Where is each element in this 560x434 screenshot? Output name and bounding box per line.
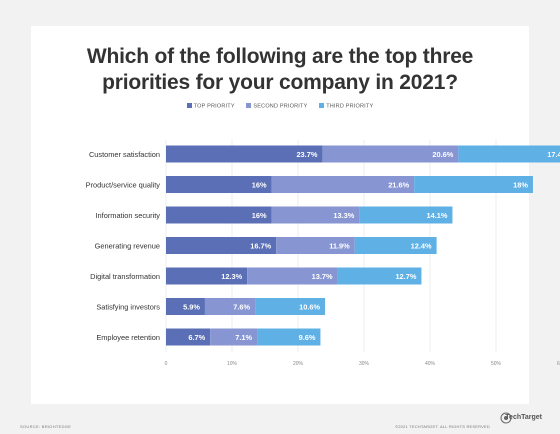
bar-segment xyxy=(337,267,422,285)
bar-segment xyxy=(204,298,256,315)
bar-segment xyxy=(354,237,437,254)
data-label: 9.6% xyxy=(299,333,316,342)
data-label: 17.4% xyxy=(547,150,560,159)
legend-item-top-priority: TOP PRIORITY xyxy=(186,103,235,110)
data-label: 16% xyxy=(252,181,267,190)
data-label: 11.9% xyxy=(329,242,350,251)
data-label: 10.6% xyxy=(299,303,320,312)
techtarget-logo-icon xyxy=(500,412,512,424)
bar-segment xyxy=(271,176,415,193)
bar-segment xyxy=(210,328,258,346)
bar-segment xyxy=(166,237,277,254)
data-label: 7.6% xyxy=(233,303,250,312)
data-label: 20.6% xyxy=(432,150,453,159)
bar-segment xyxy=(166,176,272,193)
data-label: 23.7% xyxy=(296,150,317,159)
data-label: 13.3% xyxy=(333,211,354,220)
bar-segment xyxy=(271,206,360,224)
source-note: SOURCE: BRIGHTEDGE xyxy=(20,424,72,429)
bar-segment xyxy=(247,267,338,285)
data-label: 12.4% xyxy=(411,242,432,251)
bar-segment xyxy=(458,145,560,163)
x-tick-label: 10% xyxy=(227,361,238,367)
data-label: 12.3% xyxy=(221,272,242,281)
category-label: Customer satisfaction xyxy=(89,150,160,159)
data-label: 21.6% xyxy=(388,181,409,190)
bar-segment xyxy=(255,298,326,315)
bar-segment xyxy=(166,145,323,163)
legend-swatch-second-priority xyxy=(246,103,252,108)
data-label: 14.1% xyxy=(426,211,447,220)
bar-segment xyxy=(257,328,321,346)
copyright-note: ©2021 TECHTARGET. ALL RIGHTS RESERVED xyxy=(395,424,490,429)
x-tick-label: 50% xyxy=(491,361,502,367)
data-label: 5.9% xyxy=(183,303,200,312)
category-label: Generating revenue xyxy=(95,242,160,251)
x-tick-label: 40% xyxy=(425,361,436,367)
x-tick-label: 60% xyxy=(557,361,560,367)
chart-title-line-1: Which of the following are the top three xyxy=(86,45,474,68)
category-label: Information security xyxy=(96,211,161,220)
data-label: 7.1% xyxy=(235,333,252,342)
data-label: 6.7% xyxy=(188,333,205,342)
chart-legend: TOP PRIORITY SECOND PRIORITY THIRD PRIOR… xyxy=(0,103,560,110)
bar-segment xyxy=(166,206,272,224)
bar-segment xyxy=(166,328,211,346)
legend-label-top-priority: TOP PRIORITY xyxy=(193,103,235,110)
bar-segment xyxy=(166,267,248,285)
legend-item-third-priority: THIRD PRIORITY xyxy=(319,103,373,110)
chart-title-line-2: priorities for your company in 2021? xyxy=(102,71,458,94)
brand-name: TechTarget xyxy=(505,414,542,421)
data-label: 16.7% xyxy=(250,242,271,251)
data-label: 16% xyxy=(252,211,267,220)
data-label: 18% xyxy=(513,181,528,190)
bar-segment xyxy=(359,206,453,224)
legend-label-second-priority: SECOND PRIORITY xyxy=(253,103,308,110)
x-tick-label: 0 xyxy=(165,361,168,367)
x-tick-label: 30% xyxy=(359,361,370,367)
bar-segment xyxy=(322,145,459,163)
legend-swatch-top-priority xyxy=(186,103,192,108)
bar-segment xyxy=(276,237,355,254)
data-label: 12.7% xyxy=(395,272,416,281)
category-label: Product/service quality xyxy=(86,181,161,190)
bar-segment xyxy=(414,176,533,193)
legend-item-second-priority: SECOND PRIORITY xyxy=(246,103,307,110)
bar-segment xyxy=(166,298,205,315)
category-label: Digital transformation xyxy=(90,272,160,281)
legend-swatch-third-priority xyxy=(319,103,325,108)
chart-title: Which of the following are the top three… xyxy=(0,44,560,96)
category-label: Employee retention xyxy=(96,333,160,342)
legend-label-third-priority: THIRD PRIORITY xyxy=(326,103,374,110)
data-label: 13.7% xyxy=(312,272,333,281)
x-tick-label: 20% xyxy=(293,361,304,367)
category-label: Satisfying investors xyxy=(96,303,160,312)
